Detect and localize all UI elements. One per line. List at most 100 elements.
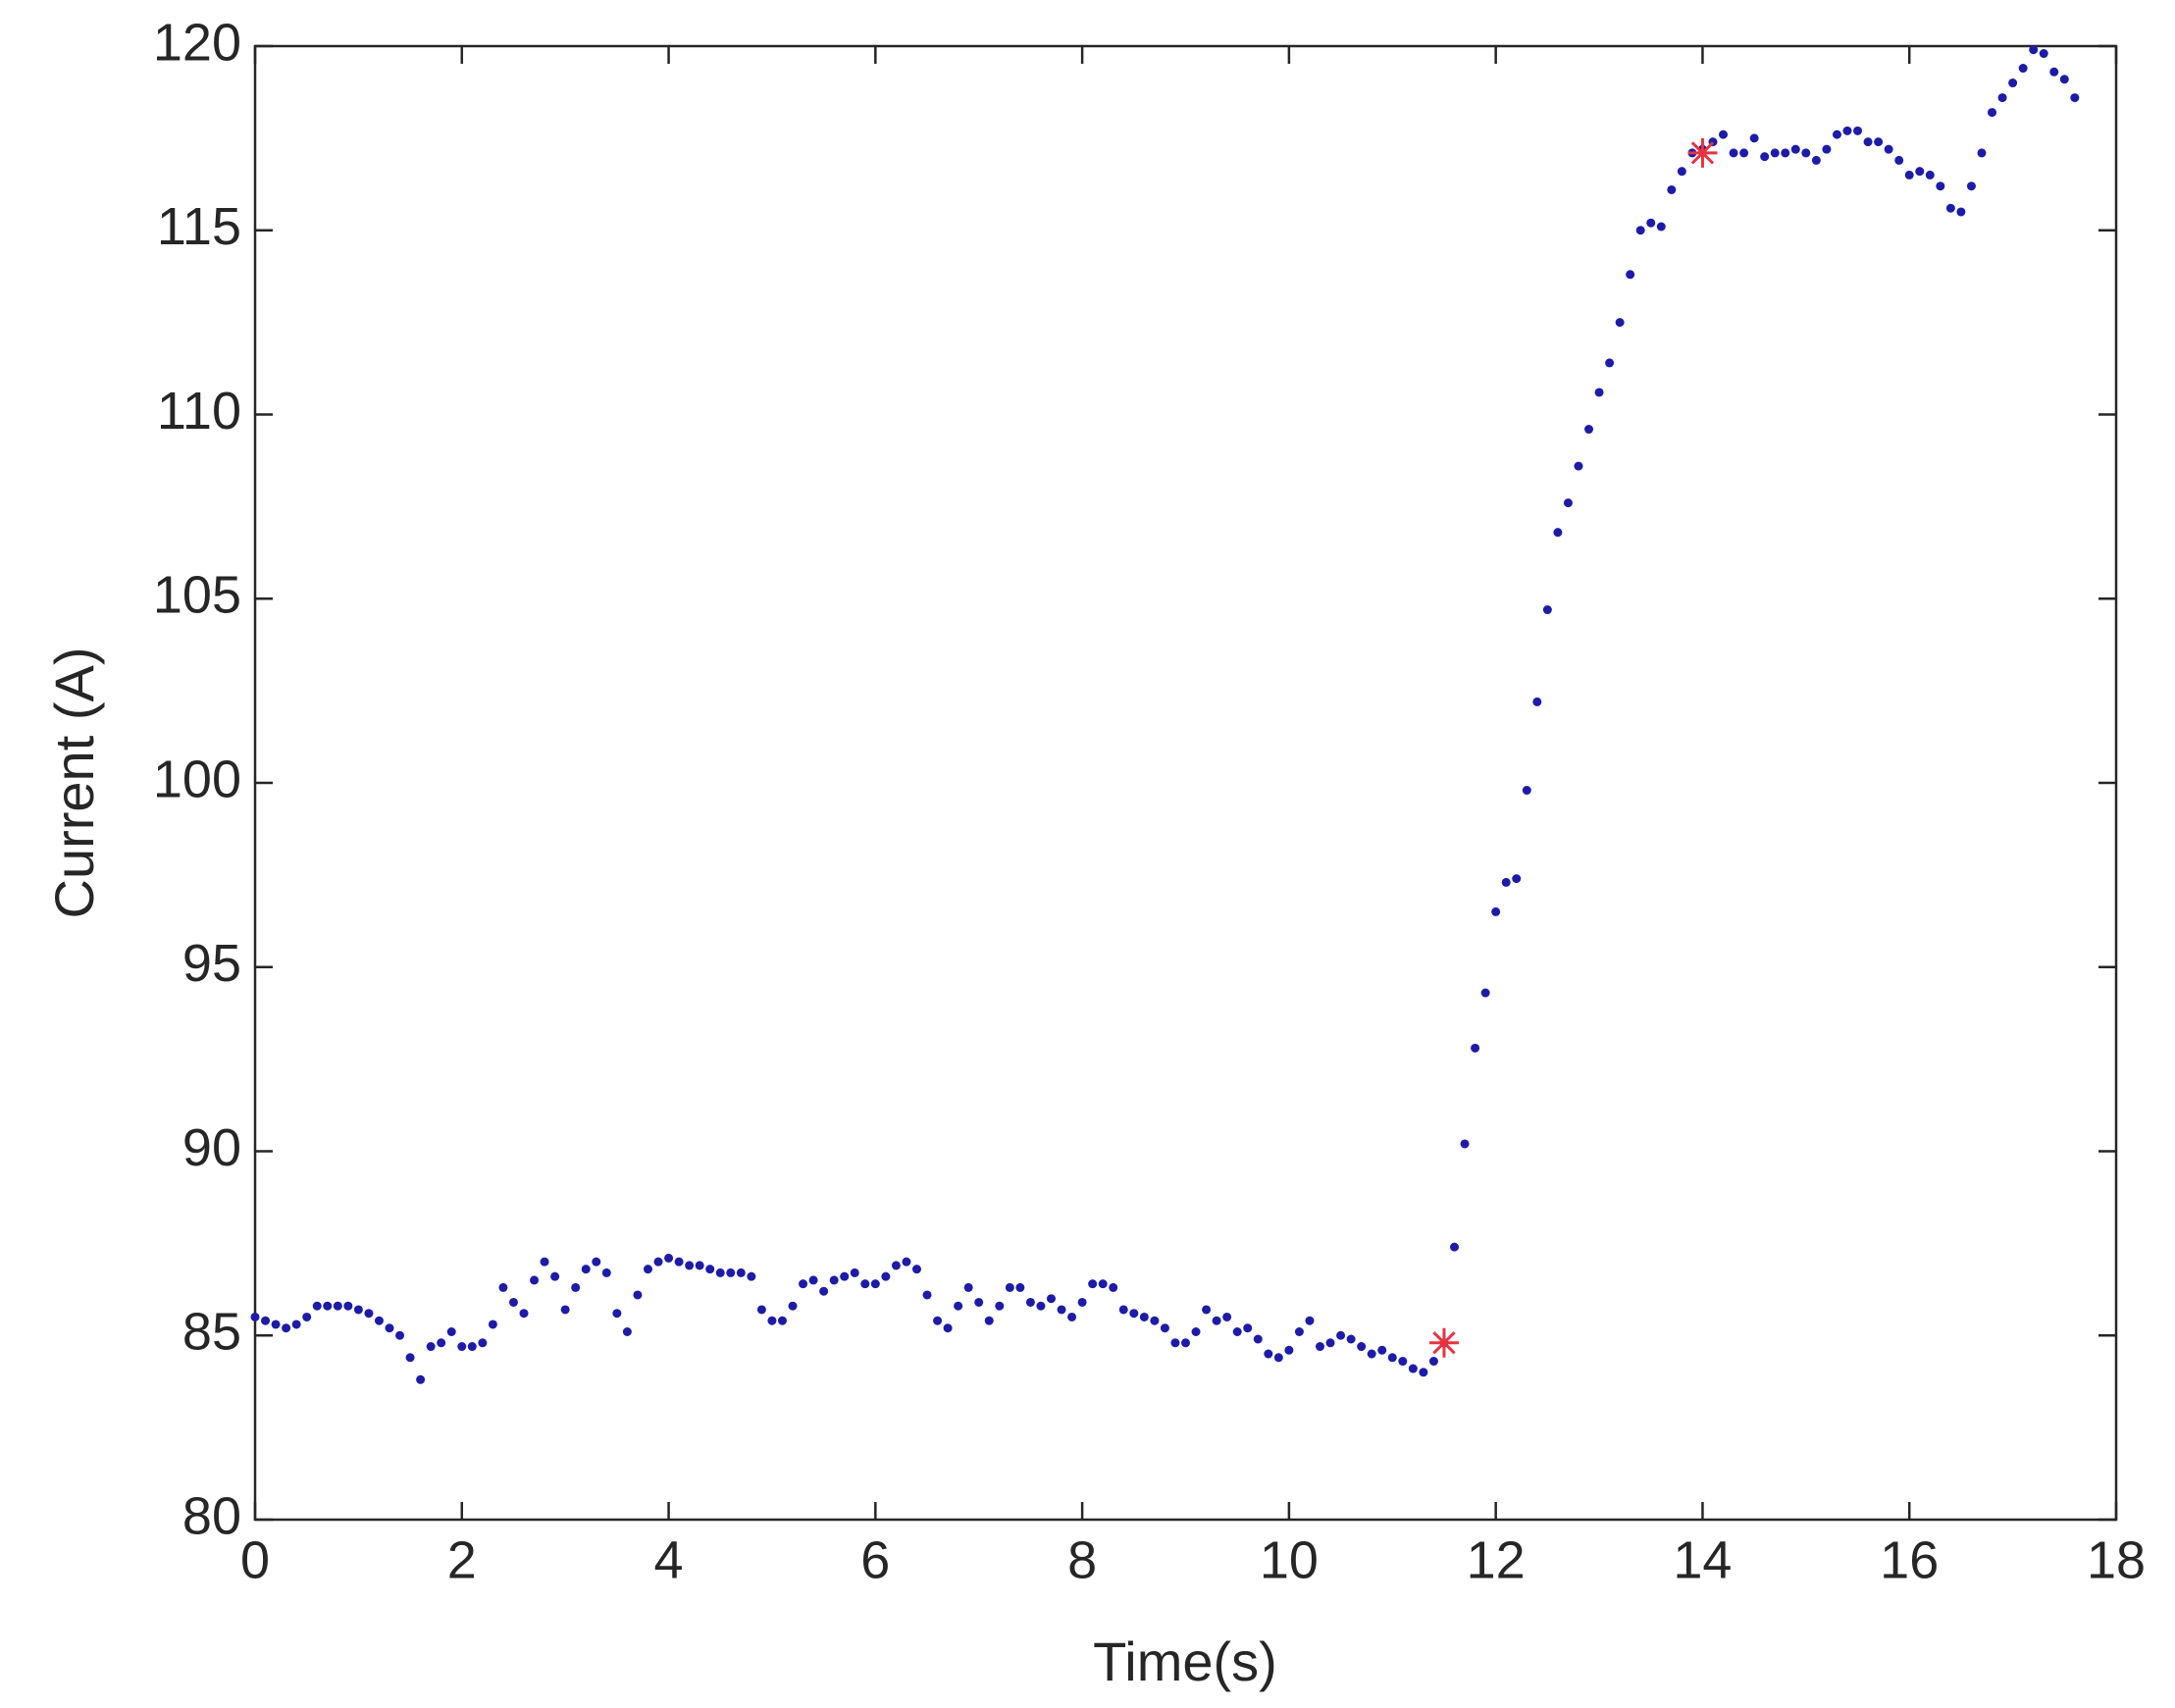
data-point bbox=[1853, 126, 1863, 135]
data-point bbox=[1325, 1338, 1335, 1348]
y-tick-label: 110 bbox=[157, 382, 241, 440]
y-tick-label: 115 bbox=[157, 197, 241, 256]
data-point bbox=[881, 1271, 891, 1281]
data-point bbox=[1191, 1326, 1201, 1336]
data-point bbox=[2029, 45, 2039, 55]
data-point bbox=[1842, 126, 1852, 135]
data-point bbox=[1925, 170, 1935, 180]
data-point bbox=[1667, 184, 1677, 194]
data-point bbox=[840, 1271, 850, 1281]
data-point bbox=[1015, 1282, 1025, 1292]
data-point bbox=[622, 1326, 632, 1336]
data-point bbox=[282, 1323, 291, 1333]
x-tick-label: 14 bbox=[1673, 1530, 1732, 1589]
data-point bbox=[1790, 144, 1800, 154]
data-point bbox=[933, 1316, 943, 1325]
data-point bbox=[1077, 1297, 1087, 1307]
data-point bbox=[1243, 1323, 1253, 1333]
data-point bbox=[1046, 1294, 1056, 1304]
data-point bbox=[1739, 148, 1749, 158]
data-point bbox=[1936, 181, 1945, 191]
data-point bbox=[984, 1316, 994, 1325]
data-point bbox=[395, 1330, 405, 1340]
data-point bbox=[1284, 1345, 1294, 1355]
x-tick-label: 8 bbox=[1067, 1530, 1097, 1589]
data-point bbox=[1584, 425, 1594, 435]
data-point bbox=[1522, 786, 1531, 796]
data-point bbox=[1025, 1297, 1035, 1307]
data-point bbox=[612, 1309, 622, 1319]
data-point bbox=[1512, 874, 1522, 884]
data-point bbox=[1264, 1349, 1273, 1359]
data-point bbox=[1471, 1043, 1480, 1053]
data-point bbox=[1398, 1357, 1408, 1367]
x-tick-label: 0 bbox=[240, 1530, 270, 1589]
data-point bbox=[1635, 226, 1645, 235]
data-point bbox=[1894, 155, 1904, 165]
data-point bbox=[891, 1261, 901, 1270]
data-point bbox=[777, 1316, 787, 1325]
data-point bbox=[819, 1286, 829, 1296]
data-point bbox=[530, 1275, 540, 1285]
data-point bbox=[1615, 318, 1625, 328]
x-tick-label: 16 bbox=[1880, 1530, 1939, 1589]
data-point bbox=[715, 1268, 725, 1277]
y-axis-title: Current (A) bbox=[43, 647, 105, 919]
data-point bbox=[1005, 1282, 1014, 1292]
data-point bbox=[1956, 207, 1966, 217]
data-point bbox=[592, 1257, 601, 1267]
data-point bbox=[756, 1305, 766, 1315]
data-point bbox=[1811, 155, 1821, 165]
data-point bbox=[302, 1312, 312, 1321]
y-tick-label: 105 bbox=[153, 566, 241, 625]
data-point bbox=[1966, 181, 1976, 191]
data-point bbox=[1874, 137, 1884, 147]
data-point bbox=[2059, 75, 2069, 84]
data-point bbox=[1563, 498, 1573, 508]
y-tick-label: 85 bbox=[182, 1303, 241, 1362]
data-point bbox=[416, 1374, 426, 1384]
data-point bbox=[250, 1312, 260, 1321]
data-point bbox=[581, 1265, 591, 1274]
x-tick-label: 2 bbox=[447, 1530, 477, 1589]
data-point bbox=[1574, 461, 1583, 471]
data-point bbox=[1387, 1353, 1397, 1363]
data-point bbox=[1863, 137, 1873, 147]
data-point bbox=[457, 1342, 467, 1352]
data-point bbox=[1057, 1305, 1066, 1315]
data-point bbox=[333, 1301, 342, 1311]
data-point bbox=[736, 1268, 746, 1277]
y-tick-label: 80 bbox=[182, 1486, 241, 1545]
data-point bbox=[571, 1282, 581, 1292]
data-point bbox=[726, 1268, 736, 1277]
star-marker bbox=[1687, 137, 1718, 168]
data-point bbox=[808, 1275, 818, 1285]
data-point bbox=[446, 1326, 456, 1336]
data-point bbox=[1945, 203, 1955, 213]
data-point bbox=[1232, 1326, 1242, 1336]
data-point bbox=[747, 1271, 756, 1281]
y-tick-label: 95 bbox=[182, 934, 241, 993]
data-point bbox=[850, 1268, 859, 1277]
data-point bbox=[860, 1279, 870, 1289]
data-point bbox=[1997, 93, 2007, 103]
data-point bbox=[1770, 148, 1780, 158]
data-point bbox=[695, 1261, 704, 1270]
x-tick-label: 6 bbox=[860, 1530, 890, 1589]
data-point bbox=[312, 1301, 322, 1311]
data-point bbox=[405, 1353, 415, 1363]
data-point bbox=[550, 1271, 560, 1281]
data-point bbox=[2008, 78, 2018, 88]
data-point bbox=[498, 1282, 508, 1292]
data-point bbox=[902, 1257, 911, 1267]
data-point bbox=[601, 1268, 611, 1277]
data-point bbox=[1170, 1338, 1180, 1348]
data-point bbox=[705, 1265, 715, 1274]
data-point bbox=[1832, 129, 1841, 139]
data-point bbox=[1677, 167, 1686, 177]
data-point bbox=[2049, 67, 2059, 77]
data-point bbox=[1202, 1305, 1212, 1315]
data-point bbox=[560, 1305, 570, 1315]
data-point bbox=[1460, 1139, 1470, 1149]
